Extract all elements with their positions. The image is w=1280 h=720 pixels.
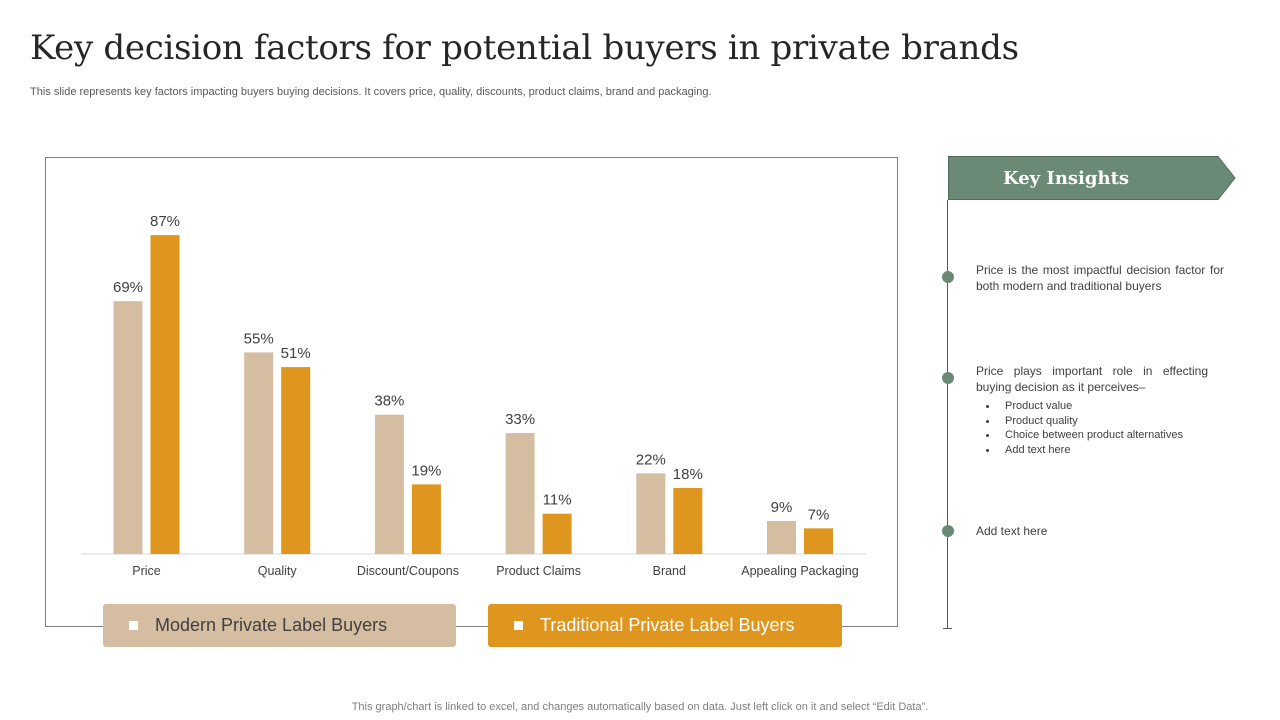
page-subtitle: This slide represents key factors impact… — [30, 86, 712, 98]
data-label: 7% — [808, 506, 830, 523]
x-tick-label: Discount/Coupons — [357, 564, 459, 578]
timeline-dot-2 — [942, 372, 954, 384]
timeline-dot-3 — [942, 525, 954, 537]
data-label: 69% — [113, 279, 143, 296]
key-insights-title: Key Insights — [1002, 167, 1130, 189]
insight-bullet: Product value — [985, 399, 1183, 414]
x-tick-label: Brand — [653, 564, 686, 578]
data-label: 18% — [673, 466, 703, 483]
legend-modern-buyers[interactable]: Modern Private Label Buyers — [103, 604, 456, 647]
insight-text-3: Add text here — [976, 524, 1048, 538]
legend-label-traditional: Traditional Private Label Buyers — [540, 615, 795, 635]
bar-modern — [374, 414, 404, 554]
footer-note: This graph/chart is linked to excel, and… — [351, 701, 929, 713]
x-tick-label: Quality — [258, 564, 298, 578]
legend-label-modern: Modern Private Label Buyers — [155, 615, 388, 635]
bar-modern — [113, 301, 143, 554]
bar-traditional — [281, 367, 311, 554]
data-label: 22% — [636, 451, 666, 468]
data-label: 33% — [505, 411, 535, 428]
bar-traditional — [411, 484, 441, 554]
legend-traditional-buyers[interactable]: Traditional Private Label Buyers — [488, 604, 842, 647]
bar-traditional — [542, 513, 572, 554]
legend-swatch-traditional — [514, 621, 523, 630]
timeline-dot-1 — [942, 271, 954, 283]
insight-bullet: Choice between product alternatives — [985, 428, 1183, 443]
data-label: 19% — [411, 462, 441, 479]
data-label: 38% — [374, 393, 404, 410]
timeline-line — [947, 200, 948, 629]
legend-swatch-modern — [129, 621, 138, 630]
insight-text-2: Price plays important role in effecting … — [976, 364, 1208, 394]
banner-arrow-shape — [948, 156, 1236, 200]
insight-bullet: Add text here — [985, 443, 1183, 458]
bar-chart: Price 69% 87% Quality 55% 51% Discount/Coupons… — [81, 213, 866, 578]
bar-traditional — [804, 528, 833, 554]
data-label: 11% — [543, 492, 572, 509]
x-tick-label: Appealing Packaging — [741, 564, 858, 578]
data-label: 87% — [150, 213, 180, 230]
chart-frame: Price 69% 87% Quality 55% 51% Discount/Coupons… — [45, 157, 898, 627]
bar-modern — [767, 521, 796, 554]
data-label: 9% — [771, 499, 793, 516]
data-label: 55% — [244, 330, 274, 347]
x-tick-label: Price — [132, 564, 161, 578]
timeline-end-cap — [943, 628, 952, 629]
insight-bullet-list: Product value Product quality Choice bet… — [985, 399, 1183, 457]
insight-bullet: Product quality — [985, 414, 1183, 429]
bar-modern — [244, 352, 274, 554]
insight-text-1: Price is the most impactful decision fac… — [976, 263, 1224, 293]
bar-traditional — [150, 235, 180, 554]
data-label: 51% — [281, 345, 311, 362]
page-title: Key decision factors for potential buyer… — [30, 28, 1019, 68]
bar-traditional — [673, 488, 703, 554]
key-insights-banner: Key Insights — [948, 156, 1236, 200]
bar-modern — [505, 433, 535, 554]
bar-modern — [636, 473, 666, 554]
x-tick-label: Product Claims — [496, 564, 581, 578]
